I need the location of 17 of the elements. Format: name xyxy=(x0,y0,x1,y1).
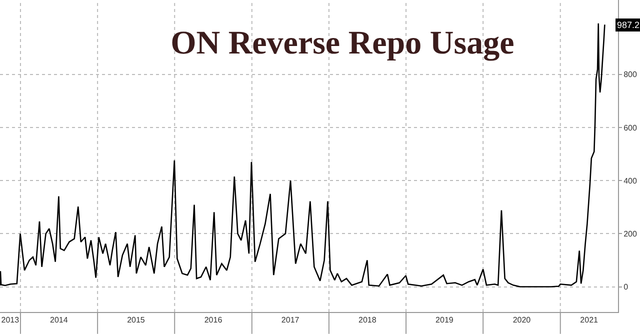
x-tick-label: 2018 xyxy=(358,316,377,325)
line-series xyxy=(0,22,606,288)
x-tick-label: 2015 xyxy=(127,316,146,325)
x-tick-label: 2016 xyxy=(204,316,223,325)
x-tick-label: 2014 xyxy=(50,316,68,325)
y-tick-label: 600 xyxy=(624,123,638,132)
annotation: 987.2 xyxy=(617,20,640,30)
x-tick-label: 2021 xyxy=(580,316,599,325)
x-tick-label: 2017 xyxy=(281,316,300,325)
y-tick-label: 400 xyxy=(624,176,638,186)
x-tick-label: 2020 xyxy=(512,316,532,325)
x-tick-label: 2013 xyxy=(1,316,20,325)
y-tick-label: 800 xyxy=(624,70,638,80)
y-tick-label: 0 xyxy=(624,282,629,292)
x-tick-label: 2019 xyxy=(436,316,454,325)
text: ON Reverse Repo Usage xyxy=(170,25,514,62)
y-tick-label: 200 xyxy=(624,229,638,238)
